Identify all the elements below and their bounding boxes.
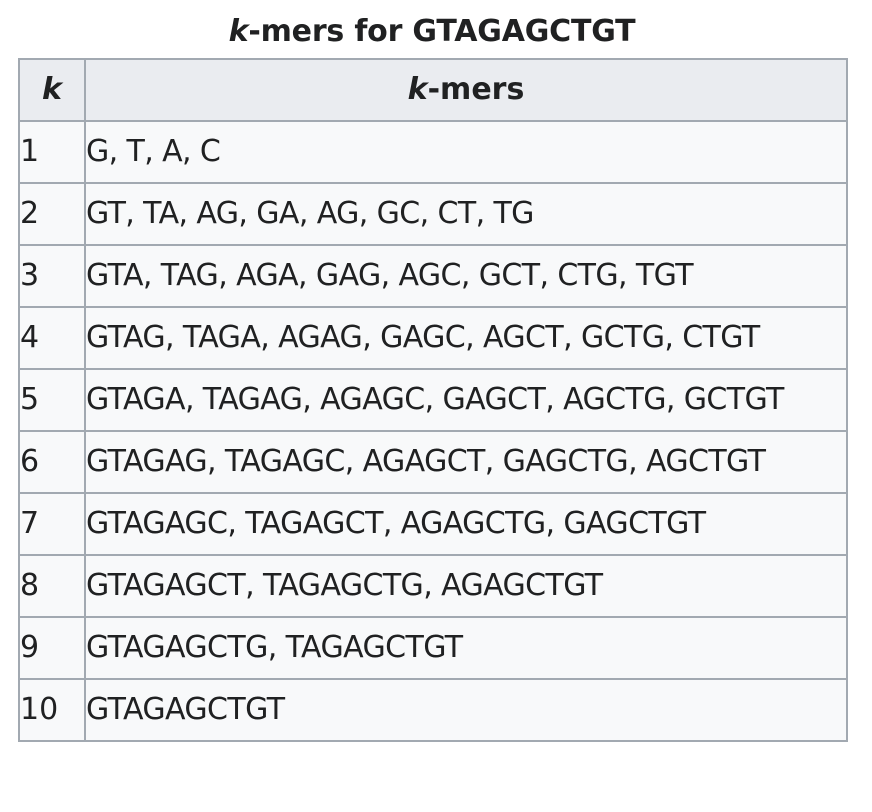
kmers-list-cell: GTAGAGC, TAGAGCT, AGAGCTG, GAGCTGT: [84, 492, 848, 556]
caption-text: -mers for GTAGAGCTGT: [248, 14, 636, 49]
k-value-cell: 1: [18, 120, 86, 184]
table-row: 8 GTAGAGCT, TAGAGCTG, AGAGCTGT: [18, 554, 848, 618]
header-row: k k-mers: [18, 58, 848, 122]
kmers-list-cell: GTAG, TAGA, AGAG, GAGC, AGCT, GCTG, CTGT: [84, 306, 848, 370]
caption-italic-k: k: [228, 14, 249, 49]
k-value-cell: 6: [18, 430, 86, 494]
kmers-list-cell: GTAGAG, TAGAGC, AGAGCT, GAGCTG, AGCTGT: [84, 430, 848, 494]
kmers-list-cell: G, T, A, C: [84, 120, 848, 184]
k-value-cell: 9: [18, 616, 86, 680]
kmers-list-cell: GTAGAGCT, TAGAGCTG, AGAGCTGT: [84, 554, 848, 618]
table-row: 6 GTAGAG, TAGAGC, AGAGCT, GAGCTG, AGCTGT: [18, 430, 848, 494]
k-value-cell: 7: [18, 492, 86, 556]
kmers-list-cell: GTA, TAG, AGA, GAG, AGC, GCT, CTG, TGT: [84, 244, 848, 308]
table-row: 2 GT, TA, AG, GA, AG, GC, CT, TG: [18, 182, 848, 246]
kmers-list-cell: GTAGAGCTGT: [84, 678, 848, 742]
table-caption: k-mers for GTAGAGCTGT: [0, 10, 864, 54]
table-row: 10 GTAGAGCTGT: [18, 678, 848, 742]
header-kmers-rest: -mers: [427, 72, 525, 107]
table-row: 4 GTAG, TAGA, AGAG, GAGC, AGCT, GCTG, CT…: [18, 306, 848, 370]
header-k: k: [18, 58, 86, 122]
table-row: 5 GTAGA, TAGAG, AGAGC, GAGCT, AGCTG, GCT…: [18, 368, 848, 432]
k-value-cell: 8: [18, 554, 86, 618]
table-row: 9 GTAGAGCTG, TAGAGCTGT: [18, 616, 848, 680]
header-k-label: k: [42, 72, 62, 107]
table-row: 7 GTAGAGC, TAGAGCT, AGAGCTG, GAGCTGT: [18, 492, 848, 556]
k-value-cell: 5: [18, 368, 86, 432]
header-kmers-italic: k: [407, 72, 428, 107]
table-row: 1 G, T, A, C: [18, 120, 848, 184]
kmers-list-cell: GTAGA, TAGAG, AGAGC, GAGCT, AGCTG, GCTGT: [84, 368, 848, 432]
kmers-table: k k-mers 1 G, T, A, C 2 GT, TA, AG, GA, …: [18, 58, 848, 742]
kmers-list-cell: GTAGAGCTG, TAGAGCTGT: [84, 616, 848, 680]
k-value-cell: 2: [18, 182, 86, 246]
k-value-cell: 10: [18, 678, 86, 742]
header-kmers: k-mers: [84, 58, 848, 122]
kmers-list-cell: GT, TA, AG, GA, AG, GC, CT, TG: [84, 182, 848, 246]
table-row: 3 GTA, TAG, AGA, GAG, AGC, GCT, CTG, TGT: [18, 244, 848, 308]
k-value-cell: 4: [18, 306, 86, 370]
k-value-cell: 3: [18, 244, 86, 308]
